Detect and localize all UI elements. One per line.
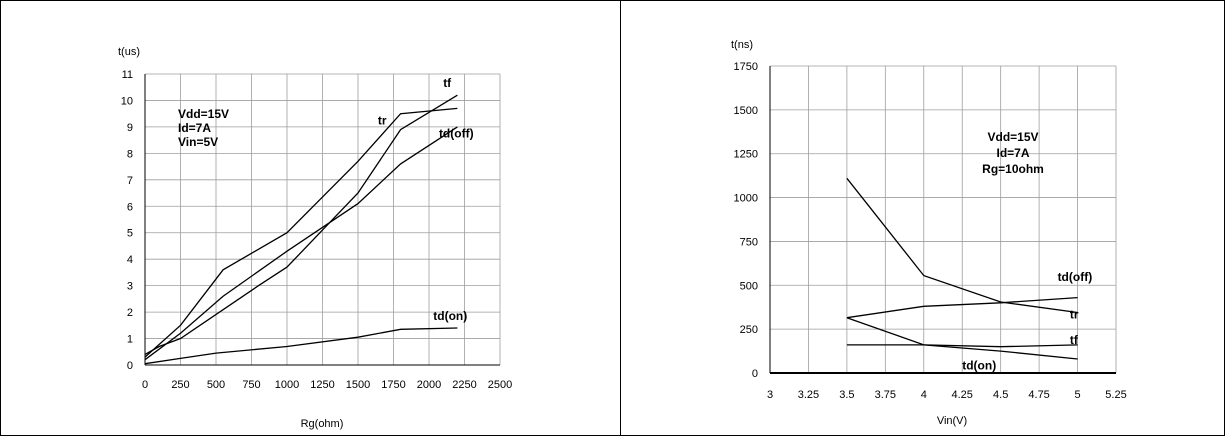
- series-label: td(on): [433, 309, 467, 323]
- series-label: tr: [1070, 308, 1079, 322]
- chart-right-switching-time-vs-vin: 3 3.25 3.5 3.75 4 4.25 4.5 4.75 5 5.25 0 250 500 750 1…: [731, 39, 1127, 427]
- x-tick-label: 3.5: [839, 389, 854, 401]
- y-tick-label: 1250: [734, 149, 758, 161]
- condition-annotation: Vdd=15V: [178, 107, 229, 121]
- x-tick-label: 1250: [310, 379, 334, 391]
- condition-annotation: Id=7A: [178, 121, 211, 135]
- condition-annotation: Vin=5V: [178, 135, 218, 149]
- x-tick-label: 1500: [346, 379, 370, 391]
- series-label: td(on): [962, 358, 996, 372]
- x-tick-label: 2500: [488, 379, 512, 391]
- y-tick-label: 3: [127, 281, 133, 293]
- y-tick-label: 500: [740, 280, 758, 292]
- y-tick-label: 5: [127, 228, 133, 240]
- x-tick-label: 1750: [381, 379, 405, 391]
- x-tick-label: 4.25: [952, 389, 973, 401]
- series-line-tr: [144, 126, 458, 361]
- chart-left-switching-time-vs-rg: 0 250 500 750 1000 1250 1500 1750 2000 2250 2500 0 1…: [118, 46, 512, 430]
- y-tick-label: 0: [752, 368, 758, 380]
- x-tick-label: 4.5: [993, 389, 1008, 401]
- series-line-tdon: [144, 327, 458, 365]
- panel-divider: [620, 0, 621, 436]
- condition-annotation: Rg=10ohm: [982, 162, 1044, 176]
- series-line-tr: [846, 296, 1078, 319]
- x-tick-label: 1000: [275, 379, 299, 391]
- x-axis-label: Rg(ohm): [301, 418, 344, 430]
- series-line-tdon: [846, 344, 1078, 348]
- series-line-tdoff: [144, 94, 458, 355]
- series-label: tr: [378, 113, 387, 127]
- y-tick-label: 250: [740, 324, 758, 336]
- y-tick-label: 6: [127, 201, 133, 213]
- y-tick-label: 4: [127, 254, 133, 266]
- x-tick-label: 3.25: [798, 389, 819, 401]
- y-axis-label: t(ns): [731, 39, 753, 51]
- y-tick-label: 1000: [734, 193, 758, 205]
- series-label: td(off): [1058, 270, 1093, 284]
- y-tick-label: 2: [127, 307, 133, 319]
- series-line-tf: [846, 317, 1078, 360]
- y-tick-label: 1500: [734, 105, 758, 117]
- x-tick-label: 0: [142, 379, 148, 391]
- x-tick-label: 3: [767, 389, 773, 401]
- x-tick-label: 4: [921, 389, 927, 401]
- y-tick-label: 1: [127, 334, 133, 346]
- y-tick-label: 11: [122, 69, 133, 81]
- series-label: tf: [443, 76, 452, 90]
- series-label: tf: [1070, 333, 1079, 347]
- y-tick-label: 0: [127, 360, 133, 372]
- condition-annotation: Vdd=15V: [987, 130, 1038, 144]
- y-tick-label: 1750: [734, 61, 758, 73]
- y-tick-label: 8: [127, 148, 133, 160]
- x-tick-label: 5: [1074, 389, 1080, 401]
- series-label: td(off): [439, 126, 474, 140]
- x-tick-label: 4.75: [1028, 389, 1049, 401]
- x-tick-label: 750: [242, 379, 260, 391]
- y-tick-label: 10: [121, 95, 133, 107]
- y-tick-label: 750: [740, 236, 758, 248]
- x-tick-label: 2250: [452, 379, 476, 391]
- series-line-tf: [144, 107, 458, 358]
- x-tick-label: 3.75: [875, 389, 896, 401]
- y-axis-label: t(us): [118, 46, 140, 58]
- y-tick-label: 7: [127, 175, 133, 187]
- series-line-tdoff: [846, 177, 1078, 314]
- x-tick-label: 2000: [417, 379, 441, 391]
- x-axis-label: Vin(V): [937, 415, 967, 427]
- x-tick-label: 5.25: [1105, 389, 1126, 401]
- condition-annotation: Id=7A: [996, 146, 1029, 160]
- x-tick-label: 500: [207, 379, 225, 391]
- x-tick-label: 250: [171, 379, 189, 391]
- y-tick-label: 9: [127, 122, 133, 134]
